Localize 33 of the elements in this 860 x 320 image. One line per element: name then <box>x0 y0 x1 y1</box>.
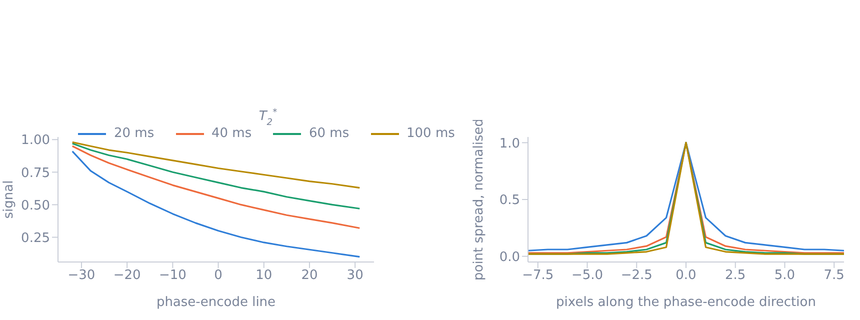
line-series <box>72 141 360 189</box>
x-tick-label: −5.0 <box>571 268 604 284</box>
legend-label: 20 ms <box>114 126 154 141</box>
x-axis-title: pixels along the phase-encode direction <box>556 295 816 310</box>
x-tick-label: 20 <box>301 268 318 284</box>
x-tick-label: 2.5 <box>725 268 746 284</box>
y-tick-label: 0.50 <box>21 198 50 214</box>
y-tick-label: 0.0 <box>499 250 520 265</box>
y-axis-title: point spread, normalised <box>472 118 487 281</box>
line-series <box>72 142 360 210</box>
x-tick-label: −30 <box>68 268 96 284</box>
y-tick-label: 0.25 <box>21 230 50 246</box>
x-tick-label: 0.0 <box>676 268 696 284</box>
line-series <box>72 145 360 229</box>
y-tick-label: 1.0 <box>499 136 520 152</box>
x-tick-label: 0 <box>214 268 222 284</box>
x-tick-label: −20 <box>113 268 141 284</box>
y-tick-label: 0.75 <box>21 166 50 181</box>
y-tick-label: 0.5 <box>499 193 520 208</box>
x-tick-label: 30 <box>346 268 364 284</box>
x-tick-label: 10 <box>256 268 272 284</box>
legend-label: 60 ms <box>309 126 350 141</box>
y-axis-title: signal <box>2 180 17 219</box>
x-axis-title: phase-encode line <box>156 295 276 310</box>
legend-label: 40 ms <box>212 126 252 141</box>
x-tick-label: 5.0 <box>774 268 796 284</box>
x-tick-label: −7.5 <box>522 268 554 284</box>
x-tick-label: 7.5 <box>824 268 844 284</box>
x-tick-label: −10 <box>158 268 186 284</box>
x-tick-label: −2.5 <box>620 268 652 284</box>
y-tick-label: 1.00 <box>21 133 50 148</box>
legend-label: 100 ms <box>406 126 455 141</box>
line-series <box>72 150 360 258</box>
